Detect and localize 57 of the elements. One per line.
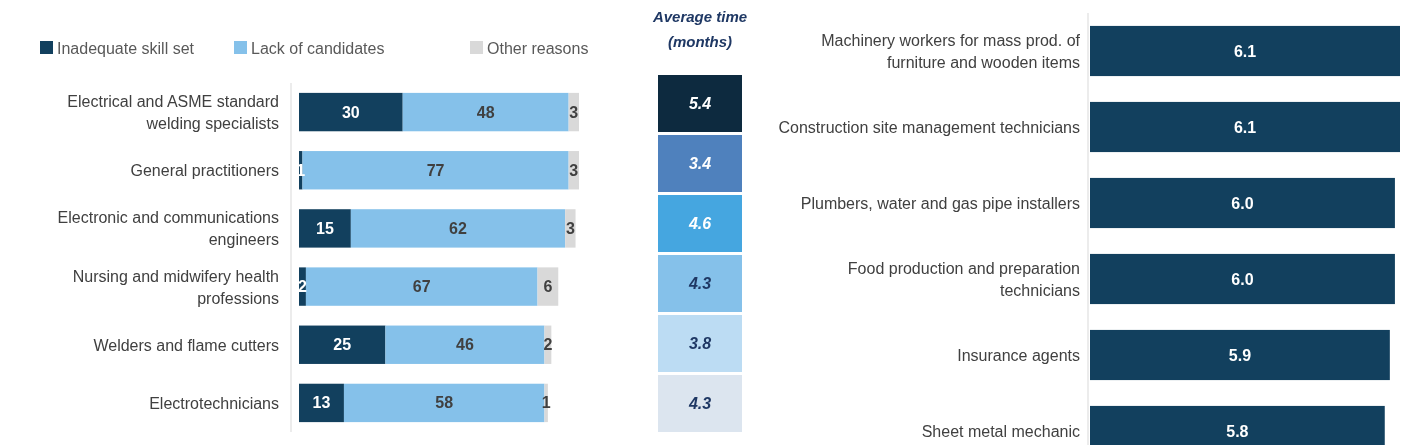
legend-label: Inadequate skill set — [57, 39, 195, 57]
data-label: 5.8 — [1226, 422, 1249, 440]
y-tick-label: Plumbers, water and gas pipe installers — [800, 194, 1080, 212]
data-label: 58 — [435, 394, 454, 412]
data-label: 3 — [565, 219, 575, 237]
data-label: 13 — [312, 394, 331, 412]
bar — [1090, 101, 1400, 153]
data-label: 1 — [541, 394, 551, 412]
data-label: 46 — [456, 336, 474, 354]
data-label: 3 — [569, 161, 579, 179]
bar — [299, 209, 351, 248]
legend-label: Lack of candidates — [251, 39, 385, 57]
y-tick-label: Sheet metal mechanic — [921, 422, 1080, 440]
bar — [402, 92, 569, 132]
data-label: 6.0 — [1231, 194, 1254, 212]
data-label: 5.9 — [1228, 346, 1252, 364]
y-tick-label: Electrical and ASME standard welding specialists — [67, 92, 279, 132]
y-tick-label: Food production and preparation technicians — [847, 259, 1080, 299]
data-label: 3 — [569, 103, 579, 121]
bar — [299, 383, 344, 423]
data-label: 15 — [316, 219, 334, 237]
bar — [1090, 329, 1390, 381]
bar — [1090, 177, 1395, 229]
legend-label: Other reasons — [487, 39, 589, 57]
bar — [299, 325, 386, 364]
chart-title: Average time (months) — [651, 8, 748, 50]
y-tick-label: Construction site management technicians — [778, 118, 1080, 136]
bar — [1090, 253, 1395, 305]
data-label: 6 — [543, 278, 553, 296]
data-label: 67 — [412, 278, 431, 296]
y-tick-label: Electronic and communications engineers — [57, 208, 279, 248]
data-label: 62 — [449, 219, 468, 237]
data-label: 6.1 — [1233, 118, 1257, 136]
y-tick-label: General practitioners — [130, 161, 279, 179]
y-tick-label: Electrotechnicians — [149, 394, 279, 412]
data-label: 48 — [476, 103, 495, 121]
data-label: 30 — [341, 103, 360, 121]
bar — [299, 92, 403, 132]
y-tick-label: Machinery workers for mass prod. of furniture and wooden items — [821, 31, 1081, 71]
bar — [385, 325, 545, 364]
bar — [350, 209, 566, 248]
bar — [305, 267, 538, 306]
y-tick-label: Welders and flame cutters — [93, 336, 279, 354]
y-tick-label: Nursing and midwifery health professions — [72, 267, 279, 307]
data-label: 2 — [543, 336, 553, 354]
bar — [1090, 25, 1400, 77]
data-label: 4.6 — [687, 215, 712, 232]
data-label: 4.3 — [687, 275, 712, 292]
data-label: 25 — [333, 336, 352, 354]
data-label: 3.4 — [688, 155, 712, 172]
y-tick-label: Insurance agents — [957, 346, 1080, 364]
data-label: 77 — [426, 161, 445, 179]
data-label: 6.1 — [1233, 42, 1257, 60]
data-label: 3.8 — [688, 335, 712, 352]
data-label: 6.0 — [1231, 270, 1254, 288]
data-label: 4.3 — [687, 395, 712, 412]
data-label: 5.4 — [688, 95, 712, 112]
